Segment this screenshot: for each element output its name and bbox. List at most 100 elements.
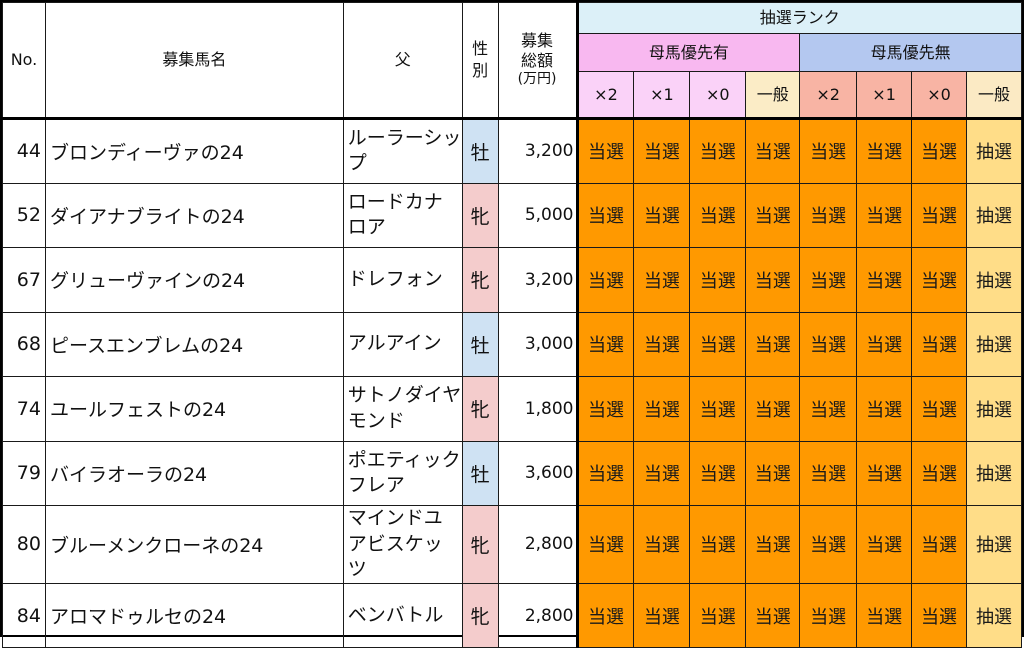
lottery-result-cell: 当選	[911, 182, 967, 248]
horse-name: ダイアナブライトの24	[44, 182, 344, 248]
table-row: 44 ブロンディーヴァの24 ルーラーシップ牡 3,200 当選 当選 当選 当選 当選 当選 当選…	[2, 117, 1023, 184]
header-price-line1: 募集	[521, 31, 554, 51]
lottery-result-cell: 当選	[689, 582, 747, 648]
price-cell: 2,800	[497, 505, 578, 584]
sex-cell: 牝	[461, 505, 499, 584]
lottery-result-cell: 当選	[633, 582, 691, 648]
table-row: 52 ダイアナブライトの24 ロードカナロア牝 5,000 当選 当選 当選 当選 当選 当選 当選…	[2, 182, 1023, 248]
lottery-result-cell: 当選	[633, 182, 691, 248]
lottery-result-cell: 抽選	[965, 376, 1023, 442]
lottery-result-cell: 当選	[911, 582, 967, 648]
lottery-result-cell: 当選	[689, 311, 747, 377]
lottery-result-cell: 当選	[689, 440, 747, 506]
header-rank-col-no-0: ×2	[799, 71, 858, 119]
lottery-result-cell: 当選	[745, 117, 801, 184]
lottery-result-cell: 当選	[799, 505, 858, 584]
lottery-result-cell: 当選	[911, 311, 967, 377]
lottery-result-cell: 当選	[911, 440, 967, 506]
horse-no: 67	[2, 247, 46, 313]
lottery-result-cell: 抽選	[965, 117, 1023, 184]
horse-no: 68	[2, 311, 46, 377]
header-dam-priority-no: 母馬優先無	[799, 33, 1022, 72]
lottery-result-cell: 当選	[575, 182, 635, 248]
lottery-result-cell: 当選	[575, 311, 635, 377]
sex-cell: 牝	[461, 582, 499, 648]
header-sire: 父	[342, 2, 463, 119]
lottery-result-cell: 当選	[633, 376, 691, 442]
sire-name: ロードカナロア	[342, 182, 463, 248]
lottery-result-cell: 当選	[856, 440, 913, 506]
lottery-result-cell: 当選	[689, 376, 747, 442]
horse-name: ブルーメンクローネの24	[44, 505, 344, 584]
lottery-result-cell: 当選	[911, 505, 967, 584]
horse-name: アロマドゥルセの24	[44, 582, 344, 648]
header-rank-col-no-1: ×1	[856, 71, 913, 119]
lottery-result-cell: 当選	[575, 505, 635, 584]
price-cell: 3,200	[497, 117, 578, 184]
lottery-result-cell: 当選	[856, 376, 913, 442]
header-price: 募集 総額 (万円)	[497, 2, 578, 119]
table-row: 84 アロマドゥルセの24 ベンバトル牝 2,800 当選 当選 当選 当選 当選 当選 当選 抽選	[2, 582, 1023, 648]
lottery-result-cell: 当選	[633, 505, 691, 584]
lottery-result-cell: 当選	[745, 182, 801, 248]
horse-no: 74	[2, 376, 46, 442]
sire-name: ドレフォン	[342, 247, 463, 313]
header-rank-col-yes-2: ×0	[689, 71, 747, 119]
lottery-result-cell: 当選	[799, 376, 858, 442]
lottery-result-cell: 当選	[633, 117, 691, 184]
horse-no: 84	[2, 582, 46, 648]
lottery-result-cell: 当選	[575, 376, 635, 442]
table-row: 80 ブルーメンクローネの24 マインドユアビスケッツ牝 2,800 当選 当選 当選 当選当…	[2, 505, 1023, 584]
header-dam-priority-yes: 母馬優先有	[575, 33, 801, 72]
lottery-result-cell: 当選	[633, 440, 691, 506]
table-row: 67 グリューヴァインの24 ドレフォン牝 3,200 当選 当選 当選 当選 当選 当選 当選 抽選	[2, 247, 1023, 313]
sex-cell: 牡	[461, 311, 499, 377]
sire-name: アルアイン	[342, 311, 463, 377]
horse-name: グリューヴァインの24	[44, 247, 344, 313]
lottery-result-cell: 当選	[575, 117, 635, 184]
header-price-line2: 総額	[521, 51, 554, 71]
table-row: 68 ピースエンブレムの24 アルアイン牡 3,000 当選 当選 当選 当選 当選 当選 当選 抽選	[2, 311, 1023, 377]
lottery-result-cell: 抽選	[965, 440, 1023, 506]
horse-no: 44	[2, 117, 46, 184]
lottery-result-cell: 当選	[799, 311, 858, 377]
horse-name: バイラオーラの24	[44, 440, 344, 506]
lottery-result-cell: 当選	[689, 247, 747, 313]
lottery-result-cell: 当選	[799, 247, 858, 313]
header-rank-col-yes-3: 一般	[745, 71, 801, 119]
price-cell: 1,800	[497, 376, 578, 442]
sire-name: ポエティックフレア	[342, 440, 463, 506]
lottery-result-cell: 当選	[745, 582, 801, 648]
header-horse-name: 募集馬名	[44, 2, 344, 119]
price-cell: 3,200	[497, 247, 578, 313]
horse-name: ピースエンブレムの24	[44, 311, 344, 377]
lottery-result-cell: 当選	[911, 247, 967, 313]
lottery-result-cell: 抽選	[965, 247, 1023, 313]
sex-cell: 牡	[461, 440, 499, 506]
horse-name: ブロンディーヴァの24	[44, 117, 344, 184]
lottery-result-cell: 当選	[799, 117, 858, 184]
sire-name: サトノダイヤモンド	[342, 376, 463, 442]
sex-cell: 牝	[461, 182, 499, 248]
price-cell: 3,600	[497, 440, 578, 506]
lottery-result-cell: 当選	[745, 505, 801, 584]
lottery-result-cell: 当選	[575, 440, 635, 506]
horse-no: 52	[2, 182, 46, 248]
lottery-result-cell: 抽選	[965, 311, 1023, 377]
sex-cell: 牝	[461, 376, 499, 442]
price-cell: 2,800	[497, 582, 578, 648]
lottery-result-cell: 抽選	[965, 182, 1023, 248]
lottery-result-cell: 抽選	[965, 582, 1023, 648]
horse-no: 80	[2, 505, 46, 584]
sex-cell: 牝	[461, 247, 499, 313]
sire-name: マインドユアビスケッツ	[342, 505, 463, 584]
horse-no: 79	[2, 440, 46, 506]
lottery-result-cell: 当選	[575, 582, 635, 648]
lottery-result-cell: 当選	[856, 117, 913, 184]
lottery-result-cell: 当選	[799, 582, 858, 648]
lottery-result-cell: 当選	[799, 182, 858, 248]
header-rank-col-yes-0: ×2	[575, 71, 635, 119]
lottery-result-cell: 抽選	[965, 505, 1023, 584]
